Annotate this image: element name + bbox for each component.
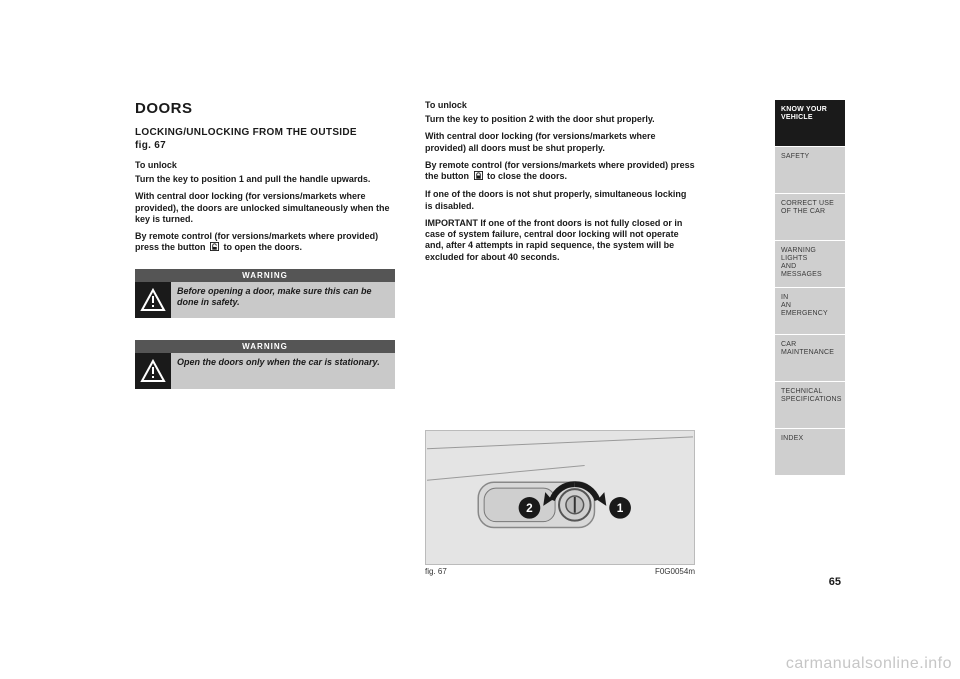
paragraph: With central door locking (for versions/… [425,131,695,154]
paragraph: If one of the doors is not shut properly… [425,189,695,212]
tab-know-your-vehicle[interactable]: KNOW YOURVEHICLE [775,100,845,147]
unlock-heading: To unlock [135,160,395,170]
right-column: To unlock Turn the key to position 2 wit… [425,100,695,269]
subtitle-line1: LOCKING/UNLOCKING FROM THE OUTSIDE [135,127,357,138]
tab-emergency[interactable]: INAN EMERGENCY [775,288,845,335]
warning-body: Open the doors only when the car is stat… [135,353,395,389]
subsection-title: LOCKING/UNLOCKING FROM THE OUTSIDE fig. … [135,127,395,152]
paragraph: IMPORTANT If one of the front doors is n… [425,218,695,263]
door-handle-illustration: 1 2 [426,431,694,564]
tab-warning-lights[interactable]: WARNING LIGHTSAND MESSAGES [775,241,845,288]
unlock-remote-icon [210,242,219,254]
warning-header: WARNING [135,269,395,282]
tab-label: SAFETY [781,153,809,160]
left-column: DOORS LOCKING/UNLOCKING FROM THE OUTSIDE… [135,100,395,389]
tab-label: INDEX [781,435,803,442]
page-number: 65 [775,576,845,588]
lock-remote-icon [474,171,483,183]
tab-label: KNOW YOURVEHICLE [781,106,827,121]
warning-box: WARNING Open the doors only when the car… [135,340,395,389]
warning-header: WARNING [135,340,395,353]
tab-correct-use[interactable]: CORRECT USEOF THE CAR [775,194,845,241]
figure-label-1: 1 [617,501,624,515]
figure-caption-left: fig. 67 [425,567,447,576]
tab-safety[interactable]: SAFETY [775,147,845,194]
tab-maintenance[interactable]: CARMAINTENANCE [775,335,845,382]
tab-specifications[interactable]: TECHNICALSPECIFICATIONS [775,382,845,429]
tab-index[interactable]: INDEX [775,429,845,476]
paragraph: Turn the key to position 2 with the door… [425,114,695,125]
tab-label: CARMAINTENANCE [781,341,834,356]
text: to open the doors. [224,242,303,252]
tab-label: WARNING LIGHTSAND MESSAGES [781,247,822,278]
watermark: carmanualsonline.info [786,655,952,673]
section-title: DOORS [135,100,395,117]
figure-image: 1 2 [425,430,695,565]
tab-label: INAN EMERGENCY [781,294,828,317]
text: to close the doors. [487,171,567,181]
warning-triangle-icon [135,353,171,389]
figure-caption: fig. 67 F0G0054m [425,567,695,576]
paragraph: Turn the key to position 1 and pull the … [135,174,395,185]
figure-caption-right: F0G0054m [655,567,695,576]
warning-body: Before opening a door, make sure this ca… [135,282,395,318]
tab-label: CORRECT USEOF THE CAR [781,200,834,215]
paragraph: By remote control (for versions/markets … [135,231,395,255]
paragraph: By remote control (for versions/markets … [425,160,695,184]
figure-67: 1 2 fig. 67 F0G0054m [425,430,695,576]
page: DOORS LOCKING/UNLOCKING FROM THE OUTSIDE… [0,0,960,679]
figure-label-2: 2 [526,501,533,515]
warning-text: Open the doors only when the car is stat… [171,353,395,372]
warning-triangle-icon [135,282,171,318]
warning-text: Before opening a door, make sure this ca… [171,282,395,313]
unlock-heading: To unlock [425,100,695,110]
paragraph: With central door locking (for versions/… [135,191,395,225]
tab-label: TECHNICALSPECIFICATIONS [781,388,842,403]
subtitle-line2: fig. 67 [135,140,166,151]
sidebar-tabs: KNOW YOURVEHICLE SAFETY CORRECT USEOF TH… [775,100,845,476]
warning-box: WARNING Before opening a door, make sure… [135,269,395,318]
